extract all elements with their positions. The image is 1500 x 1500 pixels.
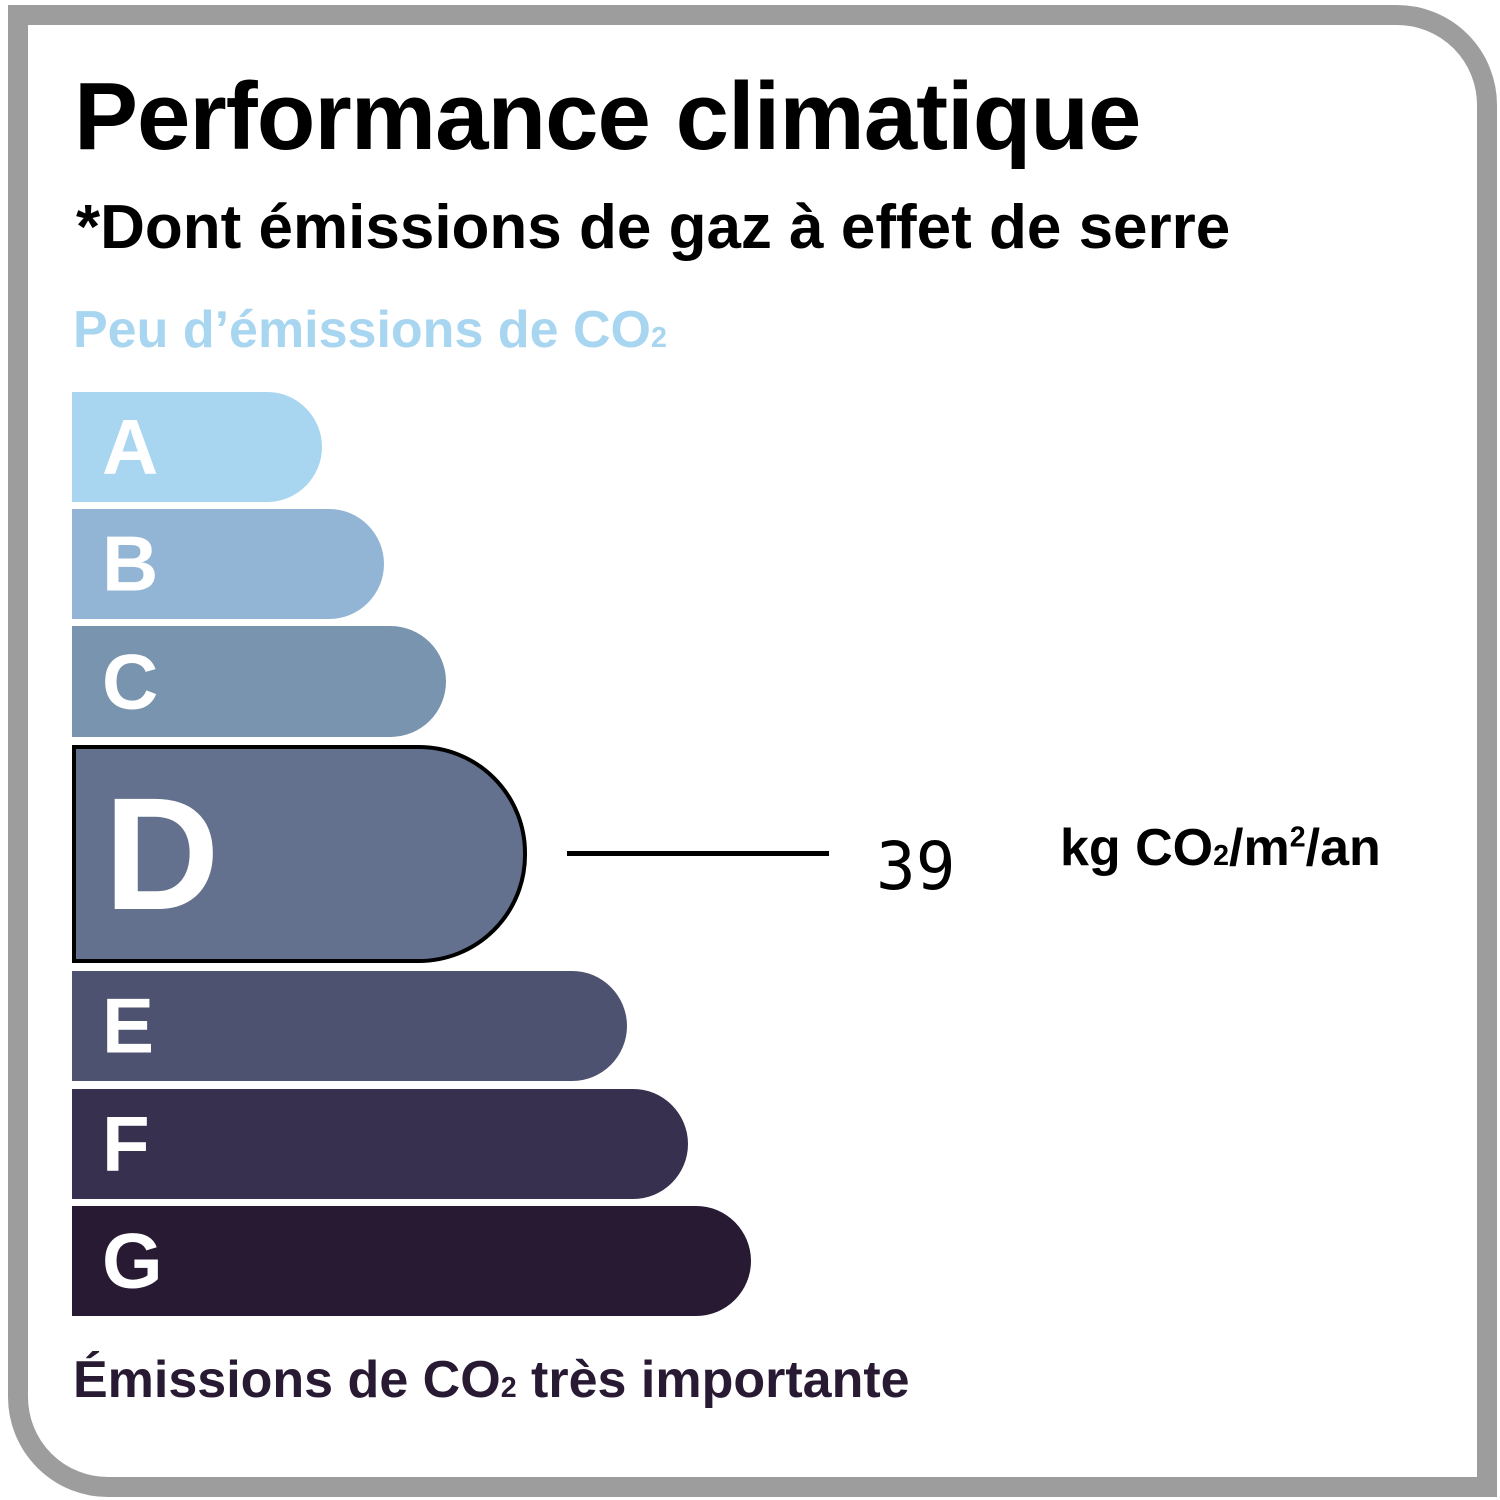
class-bar-g: G <box>72 1206 751 1316</box>
unit-sup: 2 <box>1289 821 1306 854</box>
unit-post: /an <box>1305 819 1381 877</box>
scale-low-sub: 2 <box>650 322 667 354</box>
class-bar-f: F <box>72 1089 688 1199</box>
scale-high-label: Émissions de CO2 très importante <box>73 1350 910 1410</box>
page-title: Performance climatique <box>74 63 1141 170</box>
class-letter: A <box>102 402 159 491</box>
unit-mid: /m <box>1229 819 1290 877</box>
class-letter: D <box>104 764 220 943</box>
class-letter: F <box>102 1099 150 1188</box>
class-letter: C <box>102 637 159 725</box>
scale-low-text: Peu d’émissions de CO <box>73 301 651 359</box>
class-letter: G <box>102 1216 163 1305</box>
scale-high-post: très importante <box>516 1351 910 1409</box>
scale-low-label: Peu d’émissions de CO2 <box>73 300 667 360</box>
emission-value: 39 <box>876 828 956 905</box>
class-bar-a: A <box>72 392 322 502</box>
class-bar-e: E <box>72 971 627 1081</box>
class-letter: B <box>102 519 159 608</box>
class-bar-b: B <box>72 509 384 619</box>
subtitle: *Dont émissions de gaz à effet de serre <box>76 193 1231 262</box>
indicator-line <box>567 851 829 856</box>
emission-unit: kg CO2/m2/an <box>1060 818 1381 878</box>
unit-pre: kg CO <box>1060 819 1214 877</box>
class-bar-c: C <box>72 626 446 737</box>
class-bar-d: D <box>72 745 527 963</box>
scale-high-pre: Émissions de CO <box>73 1351 501 1409</box>
class-letter: E <box>102 981 155 1070</box>
scale-high-sub: 2 <box>500 1372 517 1404</box>
unit-sub: 2 <box>1213 840 1230 872</box>
